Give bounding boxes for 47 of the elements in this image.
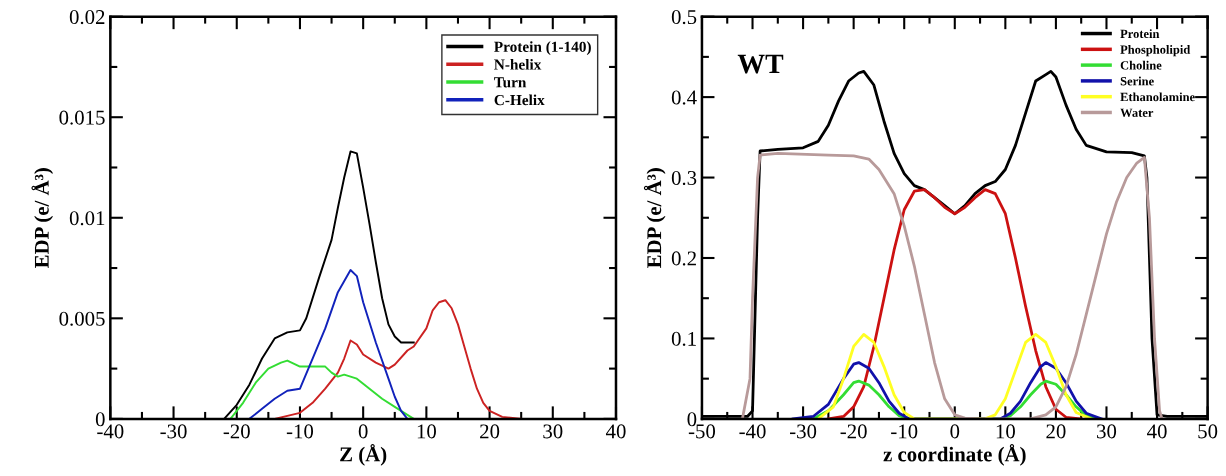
line-series	[741, 152, 1164, 419]
line-series	[826, 188, 1083, 419]
y-tick-label: 0.005	[59, 311, 105, 326]
legend-label: Ethanolamine	[1120, 92, 1195, 102]
x-tick-label: 30	[1097, 424, 1117, 439]
y-tick-label: 0.1	[671, 331, 696, 346]
x-tick-label: -10	[286, 424, 314, 439]
x-tick-label: 40	[1147, 424, 1167, 439]
legend-label: N-helix	[494, 58, 542, 70]
x-tick-label: 20	[1046, 424, 1066, 439]
legend-label: Phospholipid	[1120, 45, 1191, 57]
x-tick-label: 0	[950, 424, 960, 439]
x-tick-label: 20	[480, 424, 500, 439]
line-series	[229, 359, 415, 419]
legend-label: Protein (1-140)	[494, 41, 591, 56]
y-axis-title: EDP (e/ Å³)	[31, 168, 54, 268]
legend-label: Protein	[1120, 29, 1160, 39]
x-tick-label: 0	[358, 424, 368, 439]
y-tick-label: 0.4	[671, 90, 697, 105]
legend-label: Turn	[494, 77, 527, 88]
y-axis-title: EDP (e/ Å³)	[643, 168, 666, 268]
y-tick-label: 0.015	[59, 110, 105, 125]
y-tick-label: 0.01	[69, 211, 105, 226]
legend-label: C-Helix	[494, 94, 545, 106]
x-axis-title: Z (Å)	[340, 444, 387, 466]
line-series	[248, 269, 409, 419]
x-tick-label: -20	[223, 424, 250, 439]
legend-label: Water	[1120, 108, 1154, 118]
x-tick-label: -30	[789, 424, 817, 439]
y-tick-label: 0.02	[69, 10, 105, 25]
x-tick-label: -10	[891, 424, 918, 439]
x-tick-label: 10	[996, 424, 1015, 439]
y-tick-label: 0.5	[671, 10, 697, 25]
legend-label: Choline	[1120, 60, 1162, 70]
y-tick-label: 0.2	[671, 251, 696, 266]
x-tick-label: 10	[417, 424, 436, 439]
y-tick-label: 0.3	[671, 170, 697, 186]
x-tick-label: -40	[739, 424, 766, 439]
line-series	[816, 333, 1093, 419]
x-tick-label: -20	[840, 424, 867, 439]
x-tick-label: 40	[605, 424, 626, 439]
x-tick-label: 30	[543, 424, 563, 439]
x-axis-title: z coordinate (Å)	[883, 444, 1026, 466]
legend-label: Serine	[1120, 76, 1154, 86]
x-tick-label: -30	[160, 424, 187, 439]
annotation: WT	[737, 54, 784, 74]
x-tick-label: 50	[1198, 424, 1218, 439]
